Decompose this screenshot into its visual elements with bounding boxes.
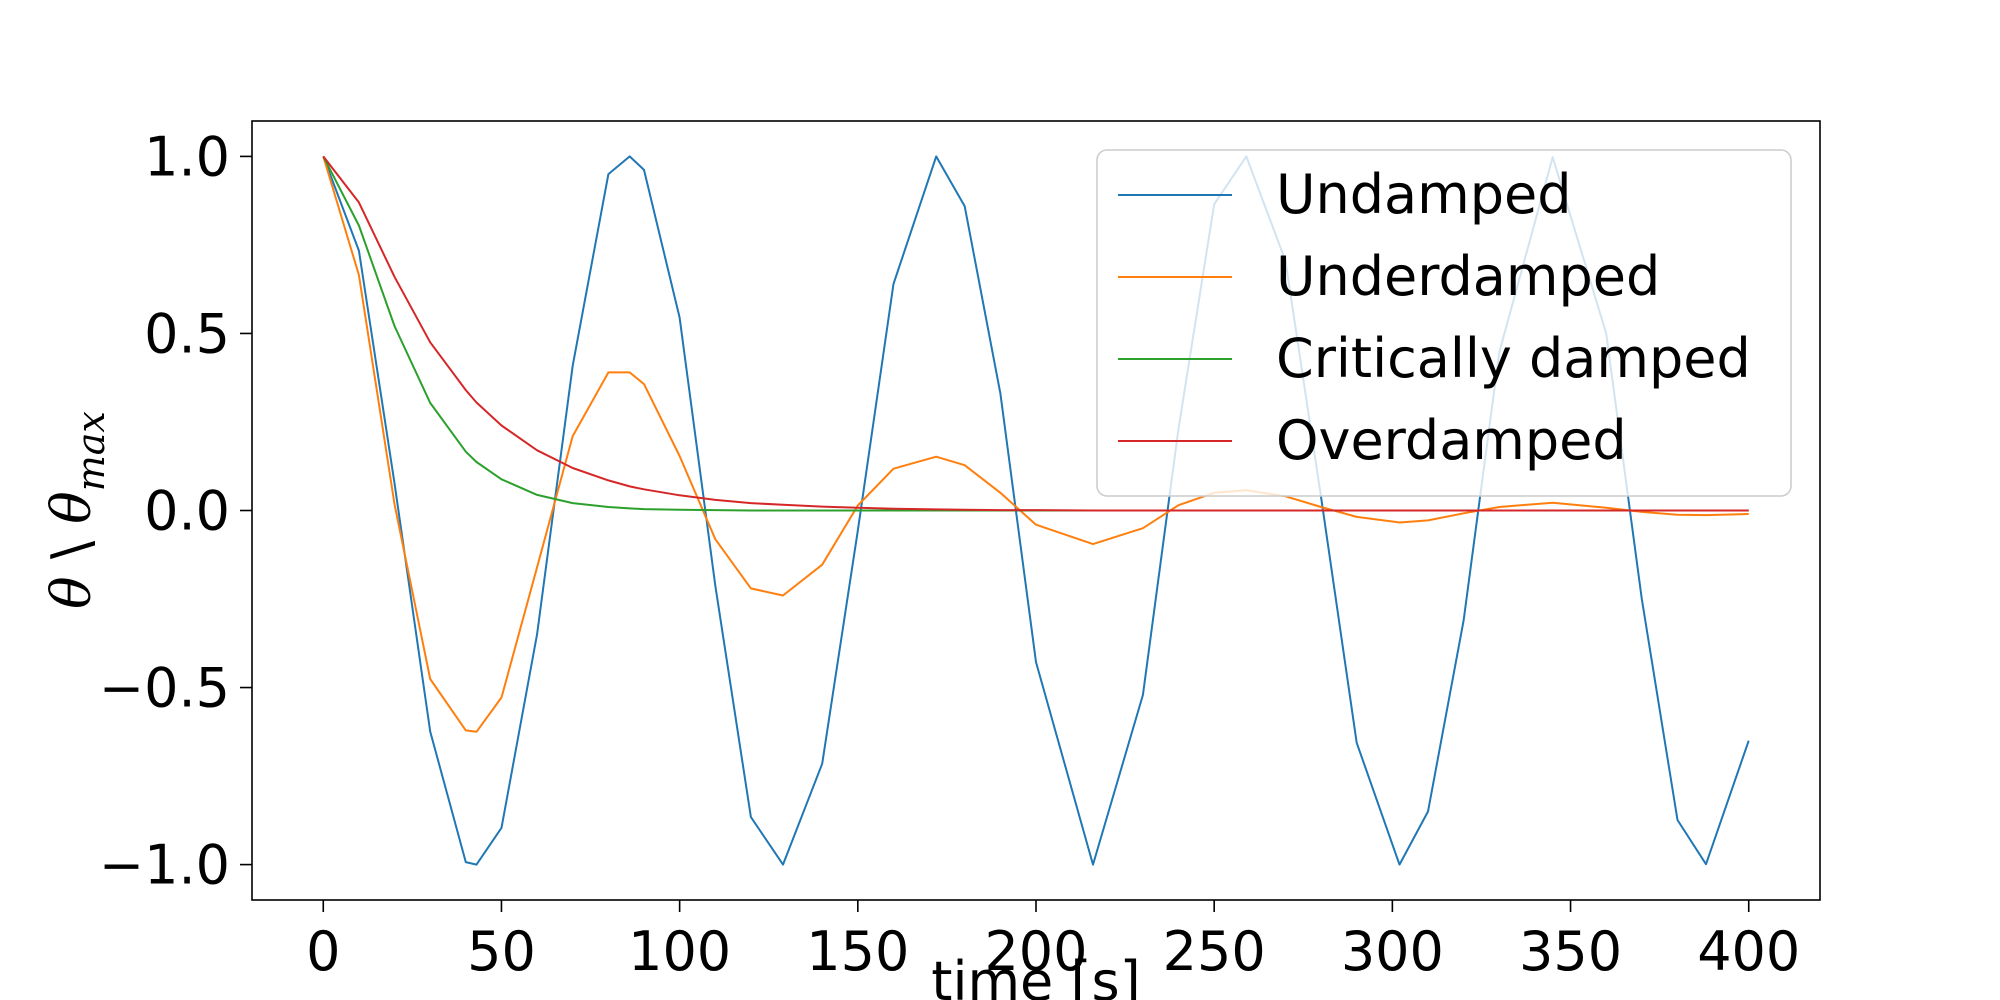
legend-label-overdamped: Overdamped [1276, 409, 1627, 472]
x-tick-label: 100 [628, 920, 731, 983]
legend-box [1096, 149, 1792, 497]
legend: Undamped Underdamped Critically damped Over… [1096, 149, 1792, 497]
y-tick-label: 0.5 [144, 302, 230, 365]
y-tick-label: 1.0 [144, 125, 230, 188]
x-axis: 0 50 100 150 200 250 300 350 400 [306, 900, 1800, 983]
y-axis-label: θ \ θmax [40, 411, 113, 609]
x-tick-label: 150 [806, 920, 909, 983]
legend-label-undamped: Undamped [1276, 163, 1572, 226]
y-tick-label: −0.5 [99, 657, 230, 720]
series-line-overdamped [322, 155, 1749, 512]
x-tick-label: 200 [984, 920, 1087, 983]
series-layer [322, 155, 1750, 866]
y-tick-label: −1.0 [99, 834, 230, 897]
legend-label-critically-damped: Critically damped [1276, 327, 1751, 390]
y-axis: 1.0 0.5 0.0 −0.5 −1.0 [99, 125, 252, 897]
series-line-undamped [322, 155, 1750, 866]
x-tick-label: 0 [306, 920, 340, 983]
x-tick-label: 250 [1163, 920, 1266, 983]
x-tick-label: 50 [467, 920, 536, 983]
x-tick-label: 300 [1341, 920, 1444, 983]
legend-label-underdamped: Underdamped [1276, 245, 1660, 308]
x-tick-label: 400 [1697, 920, 1800, 983]
x-tick-label: 350 [1519, 920, 1622, 983]
y-tick-label: 0.0 [144, 480, 230, 543]
legend-items: Undamped Underdamped Critically damped Over… [1118, 163, 1751, 472]
x-axis-label: time [s] [931, 950, 1140, 1000]
